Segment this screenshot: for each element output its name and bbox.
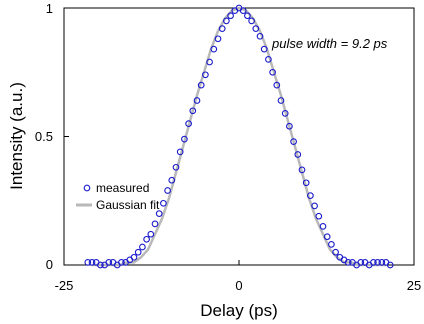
- x-tick-label: 0: [235, 278, 242, 293]
- measured-point: [357, 259, 365, 266]
- measured-point: [323, 233, 331, 241]
- measured-point: [151, 220, 159, 228]
- measured-point: [160, 199, 167, 207]
- axis-ticks: [63, 7, 415, 266]
- measured-point: [185, 120, 192, 127]
- measured-point: [134, 248, 142, 256]
- measured-point: [386, 261, 394, 269]
- measured-point: [88, 259, 96, 266]
- x-tick-label: 25: [407, 278, 421, 293]
- y-axis-title: Intensity (a.u.): [7, 82, 26, 190]
- measured-point: [84, 259, 92, 266]
- x-tick-label: -25: [55, 278, 74, 293]
- measured-point: [181, 135, 188, 143]
- measured-point: [223, 17, 230, 25]
- measured-point: [105, 259, 113, 266]
- y-tick-label: 0: [46, 257, 53, 272]
- measured-point: [294, 151, 302, 158]
- measured-point: [302, 179, 310, 187]
- measured-point: [298, 166, 306, 174]
- measured-point: [328, 241, 335, 248]
- measured-point: [332, 248, 339, 256]
- measured-point: [206, 58, 213, 66]
- measured-point: [168, 176, 176, 184]
- measured-point: [286, 122, 293, 130]
- measured-point: [311, 202, 318, 210]
- measured-point: [214, 35, 222, 43]
- measured-point: [147, 230, 155, 238]
- measured-point: [374, 259, 381, 266]
- measured-point: [130, 253, 138, 261]
- measured-point: [197, 81, 205, 89]
- measured-point: [164, 187, 171, 194]
- measured-point: [277, 97, 285, 104]
- y-tick-label: 0.5: [35, 129, 53, 144]
- measured-point: [218, 25, 226, 32]
- y-tick-label: 1: [46, 1, 53, 16]
- measured-point: [244, 12, 251, 20]
- measured-point: [269, 68, 276, 76]
- legend-fit-label: Gaussian fit: [96, 198, 160, 212]
- measured-point: [143, 235, 150, 243]
- measured-point: [378, 259, 386, 266]
- measured-point: [281, 110, 289, 117]
- legend-measured-marker: [83, 184, 91, 192]
- measured-point: [202, 71, 209, 79]
- measured-series: [84, 4, 394, 269]
- measured-point: [155, 210, 163, 217]
- measured-point: [260, 45, 268, 53]
- measured-point: [252, 25, 260, 32]
- measured-point: [189, 107, 197, 115]
- legend: measured Gaussian fit: [76, 181, 160, 212]
- measured-point: [176, 148, 184, 156]
- measured-point: [118, 259, 125, 266]
- measured-point: [139, 243, 146, 251]
- measured-point: [315, 212, 323, 220]
- measured-point: [227, 12, 234, 20]
- legend-measured-label: measured: [96, 181, 149, 195]
- measured-point: [344, 259, 352, 266]
- measured-point: [273, 81, 281, 89]
- measured-point: [290, 138, 297, 145]
- measured-point: [193, 97, 201, 104]
- measured-point: [97, 261, 104, 269]
- pulse-width-annotation: pulse width = 9.2 ps: [271, 36, 388, 51]
- measured-point: [248, 17, 255, 25]
- measured-point: [265, 56, 272, 63]
- measured-point: [370, 259, 377, 266]
- measured-point: [172, 163, 180, 171]
- measured-point: [239, 7, 247, 14]
- x-axis-title: Delay (ps): [200, 301, 277, 320]
- measured-point: [319, 223, 327, 230]
- measured-point: [256, 32, 264, 40]
- measured-point: [307, 192, 314, 199]
- measured-point: [210, 45, 218, 53]
